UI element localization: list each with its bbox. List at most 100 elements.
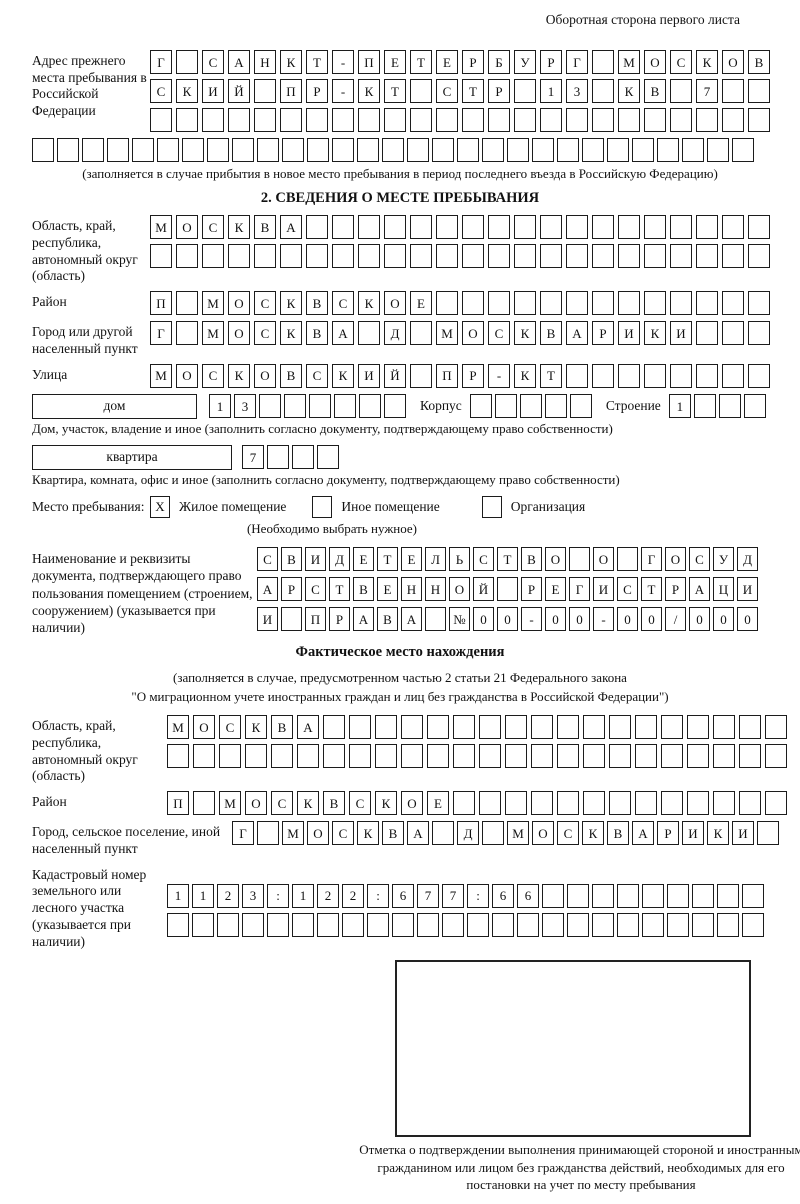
form-cell[interactable] xyxy=(667,912,689,937)
form-cell[interactable] xyxy=(358,321,380,346)
form-cell[interactable] xyxy=(505,791,527,816)
form-cell[interactable] xyxy=(540,291,562,316)
form-cell[interactable]: Р xyxy=(592,321,614,346)
form-cell[interactable] xyxy=(401,744,423,769)
form-cell[interactable]: С xyxy=(670,50,692,74)
form-cell[interactable] xyxy=(692,883,714,908)
form-cell[interactable]: И xyxy=(202,79,224,103)
form-cell[interactable] xyxy=(453,791,475,816)
form-cell[interactable]: В xyxy=(382,821,404,846)
form-cell[interactable]: 0 xyxy=(497,607,518,632)
form-cell[interactable]: Н xyxy=(254,50,276,74)
form-cell[interactable]: В xyxy=(281,547,302,572)
form-cell[interactable] xyxy=(670,108,692,132)
form-cell[interactable] xyxy=(410,215,432,240)
form-cell[interactable]: Р xyxy=(665,577,686,602)
form-cell[interactable] xyxy=(157,138,179,162)
form-cell[interactable] xyxy=(307,138,329,162)
form-cell[interactable] xyxy=(569,394,592,419)
form-cell[interactable]: Т xyxy=(641,577,662,602)
form-cell[interactable]: С xyxy=(202,50,224,74)
form-cell[interactable]: : xyxy=(467,883,489,908)
form-cell[interactable] xyxy=(514,215,536,240)
form-cell[interactable]: 7 xyxy=(242,445,264,470)
form-cell[interactable]: К xyxy=(280,321,302,346)
form-cell[interactable]: Г xyxy=(641,547,662,572)
form-cell[interactable] xyxy=(607,138,629,162)
form-cell[interactable] xyxy=(292,445,314,470)
form-cell[interactable] xyxy=(567,883,589,908)
form-cell[interactable]: В xyxy=(644,79,666,103)
form-cell[interactable] xyxy=(514,291,536,316)
form-cell[interactable]: 0 xyxy=(617,607,638,632)
form-cell[interactable]: С xyxy=(436,79,458,103)
form-cell[interactable]: К xyxy=(707,821,729,846)
form-cell[interactable] xyxy=(457,138,479,162)
form-cell[interactable] xyxy=(657,138,679,162)
form-cell[interactable] xyxy=(284,394,306,419)
form-cell[interactable] xyxy=(497,577,518,602)
form-cell[interactable]: М xyxy=(202,321,224,346)
form-cell[interactable]: А xyxy=(632,821,654,846)
form-cell[interactable]: С xyxy=(689,547,710,572)
form-cell[interactable] xyxy=(544,394,567,419)
form-cell[interactable] xyxy=(540,244,562,269)
form-cell[interactable] xyxy=(349,744,371,769)
form-cell[interactable] xyxy=(176,108,198,132)
form-cell[interactable]: С xyxy=(306,363,328,388)
form-cell[interactable] xyxy=(644,291,666,316)
form-cell[interactable]: С xyxy=(254,321,276,346)
form-cell[interactable] xyxy=(453,715,475,740)
house-type-box[interactable]: дом xyxy=(32,393,197,419)
form-cell[interactable]: В xyxy=(521,547,542,572)
form-cell[interactable]: 1 xyxy=(192,883,214,908)
form-cell[interactable] xyxy=(642,912,664,937)
form-cell[interactable]: И xyxy=(682,821,704,846)
form-cell[interactable] xyxy=(193,744,215,769)
form-cell[interactable] xyxy=(687,715,709,740)
form-cell[interactable] xyxy=(332,138,354,162)
form-cell[interactable] xyxy=(632,138,654,162)
form-cell[interactable]: 1 xyxy=(540,79,562,103)
form-cell[interactable] xyxy=(207,138,229,162)
form-cell[interactable] xyxy=(469,394,492,419)
form-cell[interactable] xyxy=(765,715,787,740)
checkbox-other-premise[interactable] xyxy=(312,496,333,519)
form-cell[interactable] xyxy=(436,291,458,316)
form-cell[interactable]: К xyxy=(332,363,354,388)
form-cell[interactable] xyxy=(742,883,764,908)
form-cell[interactable] xyxy=(507,138,529,162)
form-cell[interactable]: И xyxy=(257,607,278,632)
form-cell[interactable]: С xyxy=(202,363,224,388)
form-cell[interactable] xyxy=(592,291,614,316)
form-cell[interactable]: Т xyxy=(497,547,518,572)
checkbox-organization[interactable] xyxy=(481,496,502,519)
form-cell[interactable] xyxy=(517,912,539,937)
form-cell[interactable] xyxy=(436,108,458,132)
form-cell[interactable] xyxy=(334,394,356,419)
form-cell[interactable] xyxy=(609,715,631,740)
form-cell[interactable] xyxy=(410,363,432,388)
form-cell[interactable] xyxy=(280,108,302,132)
form-cell[interactable] xyxy=(644,363,666,388)
form-cell[interactable] xyxy=(540,108,562,132)
form-cell[interactable] xyxy=(696,215,718,240)
form-cell[interactable]: С xyxy=(305,577,326,602)
form-cell[interactable] xyxy=(748,321,770,346)
form-cell[interactable] xyxy=(219,744,241,769)
form-cell[interactable] xyxy=(349,715,371,740)
form-cell[interactable] xyxy=(436,244,458,269)
form-cell[interactable]: Л xyxy=(425,547,446,572)
form-cell[interactable] xyxy=(482,138,504,162)
form-cell[interactable]: В xyxy=(280,363,302,388)
form-cell[interactable]: 1 xyxy=(167,883,189,908)
form-cell[interactable]: О xyxy=(176,363,198,388)
form-cell[interactable]: О xyxy=(449,577,470,602)
form-cell[interactable]: Е xyxy=(377,577,398,602)
form-cell[interactable]: Р xyxy=(488,79,510,103)
form-cell[interactable]: А xyxy=(280,215,302,240)
form-cell[interactable] xyxy=(739,715,761,740)
form-cell[interactable]: М xyxy=(167,715,189,740)
form-cell[interactable] xyxy=(332,244,354,269)
form-cell[interactable] xyxy=(407,138,429,162)
